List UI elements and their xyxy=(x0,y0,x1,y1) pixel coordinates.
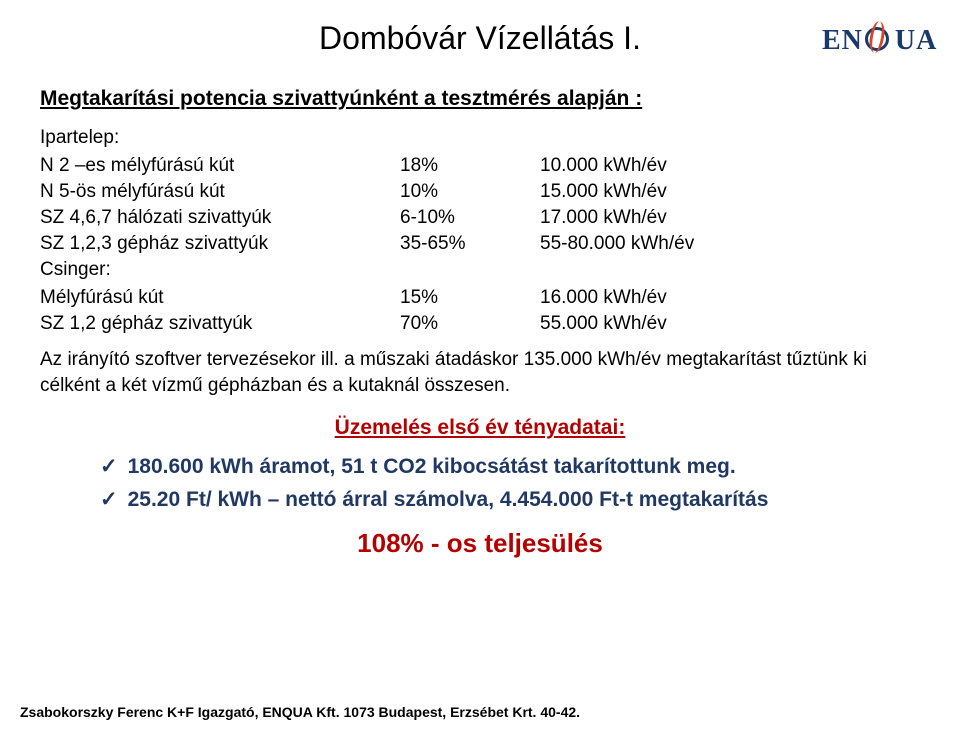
row-name: SZ 1,2,3 gépház szivattyúk xyxy=(40,233,400,255)
completion-percentage: 108% - os teljesülés xyxy=(40,528,920,559)
row-pct: 18% xyxy=(400,155,540,177)
savings-table-2: Mélyfúrású kút 15% 16.000 kWh/év SZ 1,2 … xyxy=(40,285,920,337)
slide: EN UA Dombóvár Vízellátás I. Megtakarítá… xyxy=(0,0,960,736)
summary-paragraph: Az irányító szoftver tervezésekor ill. a… xyxy=(40,347,920,398)
bullet-item: ✓ 25.20 Ft/ kWh – nettó árral számolva, 4… xyxy=(100,487,920,512)
logo: EN UA xyxy=(822,18,942,64)
footer: Zsabokorszky Ferenc K+F Igazgató, ENQUA … xyxy=(20,704,580,720)
bullet-list: ✓ 180.600 kWh áramot, 51 t CO2 kibocsátás… xyxy=(100,454,920,512)
bullet-item: ✓ 180.600 kWh áramot, 51 t CO2 kibocsátás… xyxy=(100,454,920,479)
row-name: SZ 1,2 gépház szivattyúk xyxy=(40,313,400,335)
row-pct: 6-10% xyxy=(400,207,540,229)
row-val: 55-80.000 kWh/év xyxy=(540,233,920,255)
section-label-2: Csinger: xyxy=(40,259,920,281)
row-pct: 70% xyxy=(400,313,540,335)
check-icon: ✓ xyxy=(100,455,118,478)
bullet-text: 180.600 kWh áramot, 51 t CO2 kibocsátást… xyxy=(128,455,736,478)
section-label-1: Ipartelep: xyxy=(40,127,920,149)
row-val: 55.000 kWh/év xyxy=(540,313,920,335)
check-icon: ✓ xyxy=(100,488,118,511)
row-pct: 15% xyxy=(400,287,540,309)
savings-table-1: N 2 –es mélyfúrású kút 18% 10.000 kWh/év… xyxy=(40,153,920,257)
table-row: N 2 –es mélyfúrású kút 18% 10.000 kWh/év xyxy=(40,153,920,179)
table-row: Mélyfúrású kút 15% 16.000 kWh/év xyxy=(40,285,920,311)
red-heading: Üzemelés első év tényadatai: xyxy=(40,416,920,440)
table-row: N 5-ös mélyfúrású kút 10% 15.000 kWh/év xyxy=(40,179,920,205)
row-val: 17.000 kWh/év xyxy=(540,207,920,229)
row-name: N 5-ös mélyfúrású kút xyxy=(40,181,400,203)
table-row: SZ 4,6,7 hálózati szivattyúk 6-10% 17.00… xyxy=(40,205,920,231)
logo-text-right: UA xyxy=(895,25,937,57)
table-row: SZ 1,2 gépház szivattyúk 70% 55.000 kWh/… xyxy=(40,311,920,337)
bullet-text: 25.20 Ft/ kWh – nettó árral számolva, 4.… xyxy=(128,488,769,511)
row-val: 16.000 kWh/év xyxy=(540,287,920,309)
row-val: 10.000 kWh/év xyxy=(540,155,920,177)
row-val: 15.000 kWh/év xyxy=(540,181,920,203)
row-name: SZ 4,6,7 hálózati szivattyúk xyxy=(40,207,400,229)
subtitle: Megtakarítási potencia szivattyúnként a … xyxy=(40,87,920,111)
logo-text-left: EN xyxy=(822,25,863,57)
row-pct: 35-65% xyxy=(400,233,540,255)
logo-symbol xyxy=(865,27,893,55)
row-name: N 2 –es mélyfúrású kút xyxy=(40,155,400,177)
row-pct: 10% xyxy=(400,181,540,203)
table-row: SZ 1,2,3 gépház szivattyúk 35-65% 55-80.… xyxy=(40,231,920,257)
row-name: Mélyfúrású kút xyxy=(40,287,400,309)
page-title: Dombóvár Vízellátás I. xyxy=(40,20,920,57)
